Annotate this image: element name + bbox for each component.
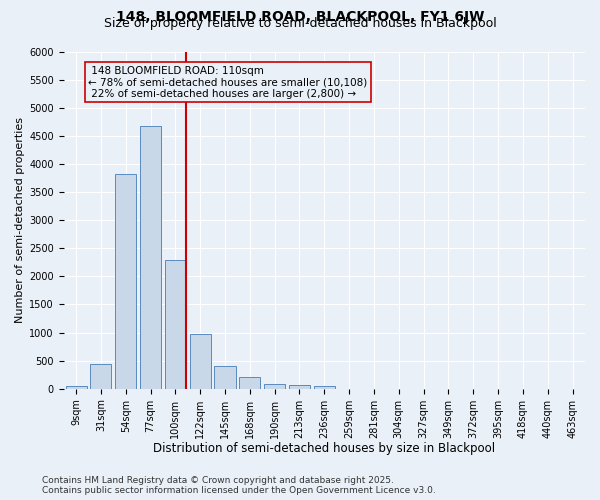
Y-axis label: Number of semi-detached properties: Number of semi-detached properties: [15, 117, 25, 323]
Bar: [239, 378, 260, 388]
Bar: [314, 386, 335, 388]
Bar: [264, 384, 285, 388]
Bar: [115, 174, 136, 388]
Text: 148, BLOOMFIELD ROAD, BLACKPOOL, FY1 6JW: 148, BLOOMFIELD ROAD, BLACKPOOL, FY1 6JW: [116, 10, 484, 24]
Bar: [140, 126, 161, 388]
Text: Size of property relative to semi-detached houses in Blackpool: Size of property relative to semi-detach…: [104, 18, 496, 30]
Text: 148 BLOOMFIELD ROAD: 110sqm
← 78% of semi-detached houses are smaller (10,108)
 : 148 BLOOMFIELD ROAD: 110sqm ← 78% of sem…: [88, 66, 368, 99]
Bar: [190, 334, 211, 388]
Text: Contains HM Land Registry data © Crown copyright and database right 2025.
Contai: Contains HM Land Registry data © Crown c…: [42, 476, 436, 495]
Bar: [91, 364, 112, 388]
Bar: [65, 386, 86, 388]
Bar: [214, 366, 236, 388]
Bar: [289, 385, 310, 388]
Bar: [165, 260, 186, 388]
X-axis label: Distribution of semi-detached houses by size in Blackpool: Distribution of semi-detached houses by …: [153, 442, 496, 455]
